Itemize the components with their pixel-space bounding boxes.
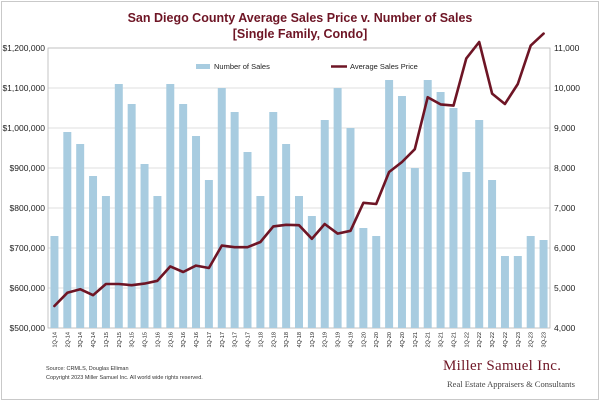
chart-subtitle: [Single Family, Condo]	[232, 27, 368, 41]
chart-title: San Diego County Average Sales Price v. …	[127, 11, 473, 25]
company-logo-name: Miller Samuel Inc.	[443, 358, 562, 374]
source-note: Source: CRMLS, Douglas Elliman	[46, 366, 129, 372]
company-logo-tagline: Real Estate Appraisers & Consultants	[447, 379, 575, 389]
copyright-note: Copyright 2023 Miller Samuel Inc. All wo…	[46, 375, 203, 381]
